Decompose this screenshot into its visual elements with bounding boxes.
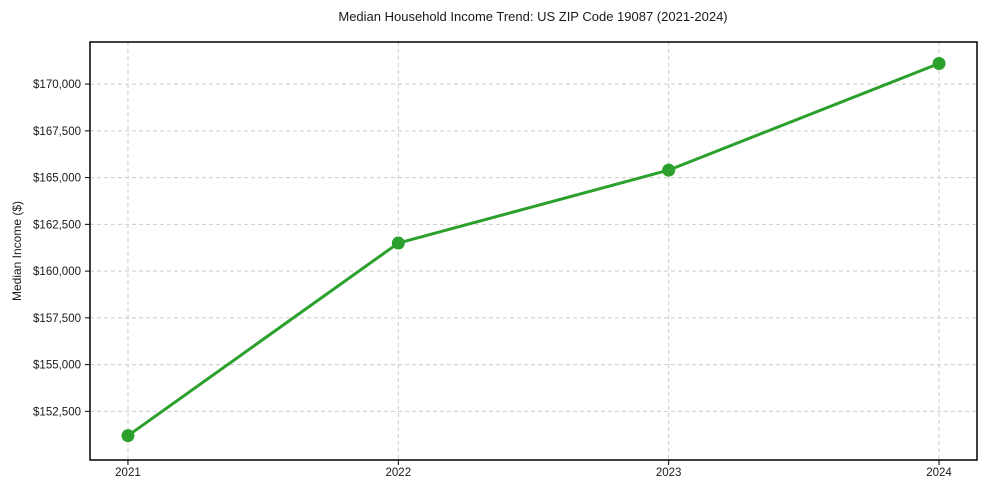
data-point-marker <box>662 163 676 177</box>
y-tick-label: $157,500 <box>33 313 81 325</box>
y-tick-label: $165,000 <box>33 173 81 185</box>
income-line-series <box>121 57 946 443</box>
y-tick-label: $160,000 <box>33 266 81 278</box>
x-tick-label: 2021 <box>115 467 141 479</box>
axis-ticks <box>85 83 940 465</box>
trend-line <box>126 62 941 438</box>
plot-spines <box>89 41 978 461</box>
axis-tick-labels: $152,500 $155,000 $157,500 $160,000 $162,500… <box>33 79 952 479</box>
plot-border <box>89 41 978 461</box>
chart-title: Median Household Income Trend: US ZIP Co… <box>338 9 727 24</box>
data-point-marker <box>121 429 135 443</box>
y-tick-label: $170,000 <box>33 79 81 91</box>
y-tick-label: $167,500 <box>33 126 81 138</box>
y-axis-title: Median Income ($) <box>10 201 24 301</box>
gridlines <box>90 42 977 460</box>
data-point-marker <box>932 57 946 71</box>
y-tick-label: $152,500 <box>33 406 81 418</box>
y-tick-label: $162,500 <box>33 219 81 231</box>
data-point-marker <box>391 236 405 250</box>
x-tick-label: 2024 <box>926 467 952 479</box>
x-tick-label: 2023 <box>656 467 682 479</box>
x-tick-label: 2022 <box>386 467 412 479</box>
y-tick-label: $155,000 <box>33 360 81 372</box>
